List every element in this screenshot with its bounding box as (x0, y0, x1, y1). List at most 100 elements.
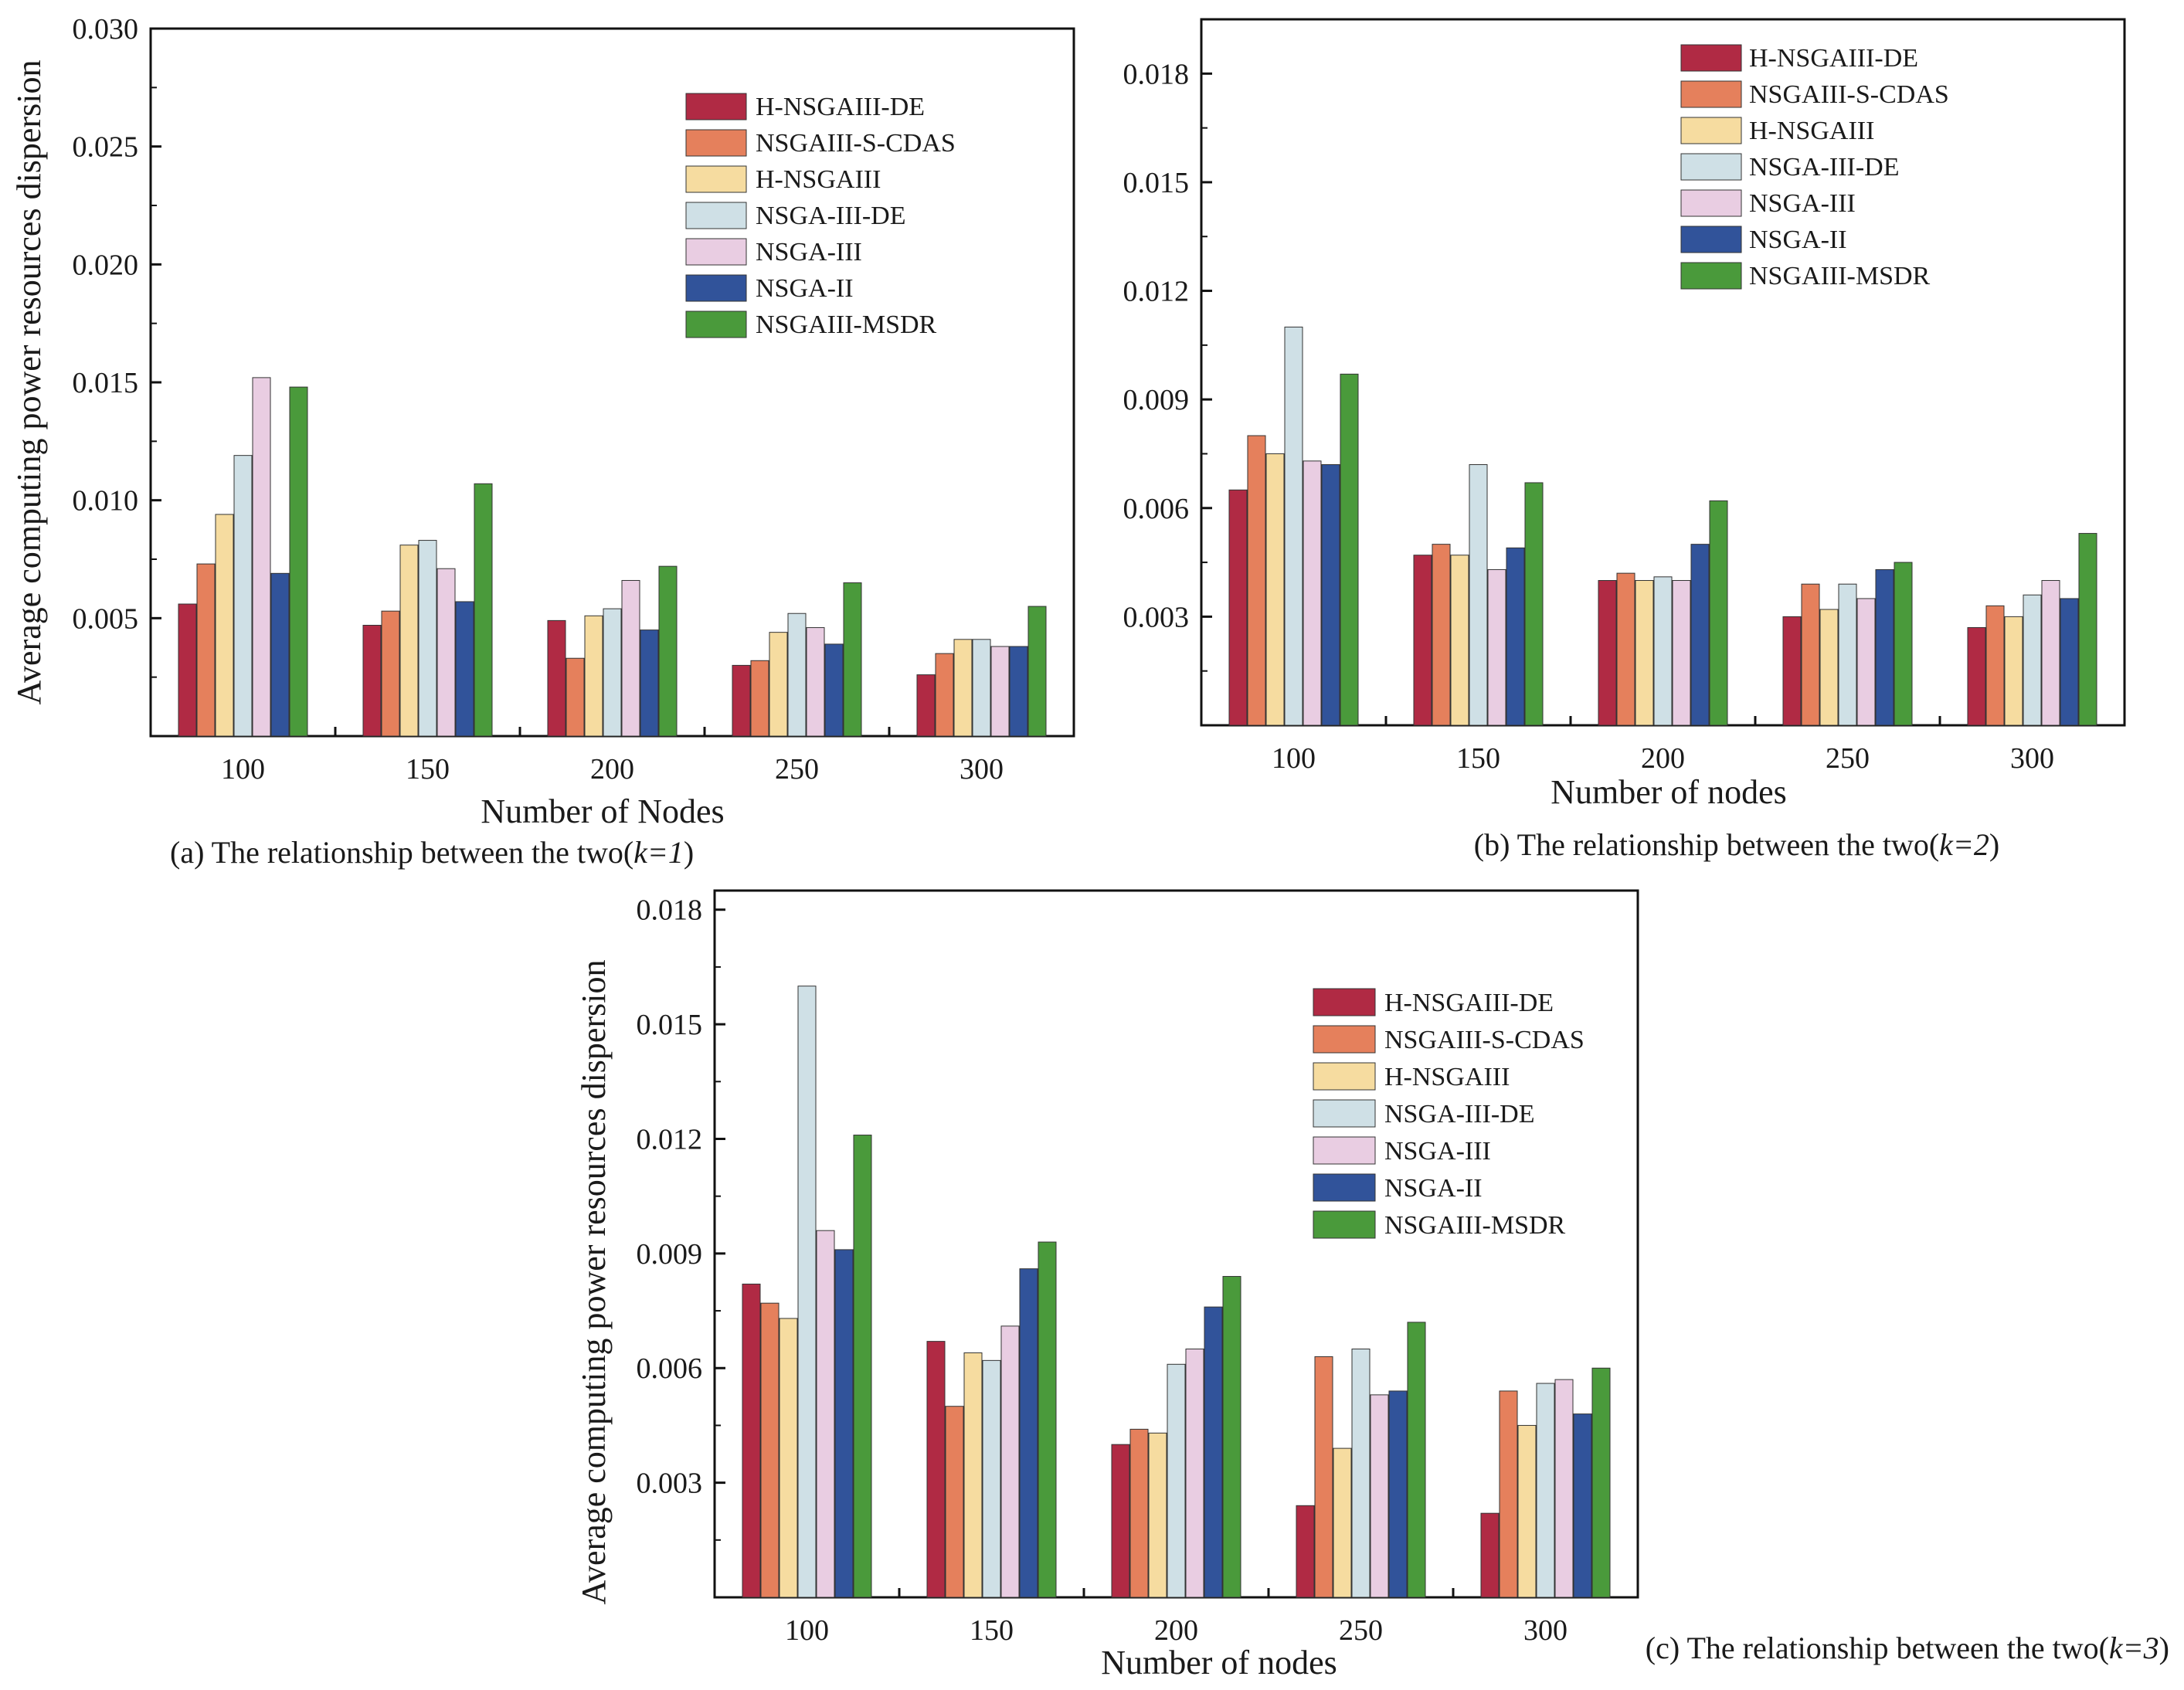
bar (1413, 555, 1432, 726)
bar (1653, 576, 1673, 726)
bar (1480, 1512, 1500, 1598)
bar (1167, 1363, 1186, 1598)
x-tick-label: 250 (1826, 742, 1870, 775)
bar (381, 610, 400, 737)
legend-swatch (1313, 988, 1376, 1016)
legend-label: H-NSGAIII (756, 165, 881, 194)
bar (233, 455, 253, 737)
legend-label: NSGA-III (756, 238, 862, 266)
x-tick-label: 100 (221, 753, 265, 786)
legend-label: NSGAIII-MSDR (1749, 262, 1931, 290)
x-tick-label: 150 (1456, 742, 1500, 775)
bar (760, 1302, 780, 1598)
bar (658, 565, 678, 737)
legend-swatch (1680, 153, 1742, 181)
legend-label: H-NSGAIII-DE (1384, 989, 1554, 1017)
bar (963, 1352, 983, 1598)
bar (1506, 547, 1525, 726)
bar (270, 572, 290, 737)
bar (1185, 1349, 1204, 1598)
chart-panel-a: 0.005 0.010 0.015 0.020 0.025 0.030 100 150 200 2… (10, 13, 1075, 870)
x-tick-label: 200 (1154, 1614, 1198, 1647)
x-tick-label: 300 (1523, 1614, 1568, 1647)
x-tick-label: 100 (1272, 742, 1316, 775)
bar (418, 540, 437, 737)
chart-panel-c: 0.003 0.006 0.009 0.012 0.015 0.018 100 150 200 2… (575, 889, 2169, 1682)
bar (806, 627, 825, 737)
bar (362, 624, 382, 737)
bar (1487, 568, 1506, 726)
y-tick-label: 0.009 (637, 1238, 703, 1271)
bar (1351, 1349, 1371, 1598)
legend-label: H-NSGAIII-DE (1749, 44, 1918, 73)
y-tick-label: 0.009 (1123, 384, 1190, 416)
y-tick-label: 0.015 (73, 367, 139, 399)
bar (1000, 1325, 1020, 1598)
bar (1038, 1241, 1057, 1598)
x-tick-label: 300 (960, 753, 1004, 786)
legend-label: NSGAIII-S-CDAS (756, 129, 956, 158)
legend-swatch (1680, 117, 1742, 144)
bar (1985, 605, 2005, 726)
y-tick-label: 0.018 (1123, 58, 1190, 90)
x-axis-title: Number of nodes (1551, 773, 1787, 811)
legend-label: H-NSGAIII (1384, 1063, 1510, 1091)
legend-swatch (685, 311, 747, 338)
caption-close: ) (684, 835, 694, 870)
bar (547, 619, 566, 737)
bar (732, 664, 751, 737)
bar (1265, 453, 1285, 726)
legend-label: NSGA-II (1749, 226, 1847, 254)
bar (252, 377, 271, 737)
panel-caption: (c) The relationship between the two(k=3… (1646, 1631, 2169, 1665)
bar (1875, 568, 1894, 726)
bar (787, 613, 807, 737)
legend-swatch (1680, 262, 1742, 290)
legend-swatch (1313, 1173, 1376, 1202)
bar (982, 1359, 1001, 1598)
bar (1499, 1390, 1518, 1598)
caption-k-value: k=3 (2109, 1631, 2159, 1665)
bar (1228, 489, 1248, 726)
bar (1856, 598, 1876, 726)
bar (1388, 1390, 1408, 1598)
bar (621, 579, 640, 737)
y-tick-label: 0.010 (73, 485, 139, 518)
x-tick-label: 250 (1339, 1614, 1383, 1647)
bar (2023, 594, 2042, 726)
bar (916, 674, 936, 737)
bar (2041, 580, 2060, 726)
bar (1894, 562, 1913, 726)
legend-swatch (685, 202, 747, 229)
bar (2004, 616, 2023, 726)
legend-label: NSGAIII-S-CDAS (1749, 80, 1949, 109)
bar (797, 986, 817, 1598)
caption-text: (b) The relationship between the two( (1474, 827, 1939, 862)
x-tick-label: 150 (970, 1614, 1014, 1647)
bar (584, 615, 603, 737)
bar (742, 1283, 761, 1598)
x-tick-label: 150 (406, 753, 450, 786)
bar (1303, 460, 1322, 726)
bar (1838, 583, 1857, 726)
y-tick-label: 0.015 (1123, 167, 1190, 199)
bar (1296, 1505, 1315, 1598)
bar (1801, 583, 1820, 726)
bar (990, 646, 1010, 737)
caption-close: ) (1989, 827, 1999, 862)
legend-swatch (1680, 44, 1742, 72)
bar (779, 1318, 798, 1598)
bar (972, 639, 991, 737)
bar (289, 386, 308, 737)
bar (1340, 373, 1359, 726)
bar (1129, 1428, 1149, 1598)
legend-label: NSGA-II (756, 274, 854, 303)
x-tick-label: 200 (1641, 742, 1685, 775)
bar (926, 1341, 946, 1598)
bar (1672, 580, 1691, 726)
bar (1517, 1424, 1537, 1598)
legend-swatch (1313, 1136, 1376, 1165)
legend-swatch (685, 129, 747, 157)
x-tick-label: 300 (2010, 742, 2054, 775)
legend-label: NSGA-III-DE (1384, 1100, 1535, 1128)
